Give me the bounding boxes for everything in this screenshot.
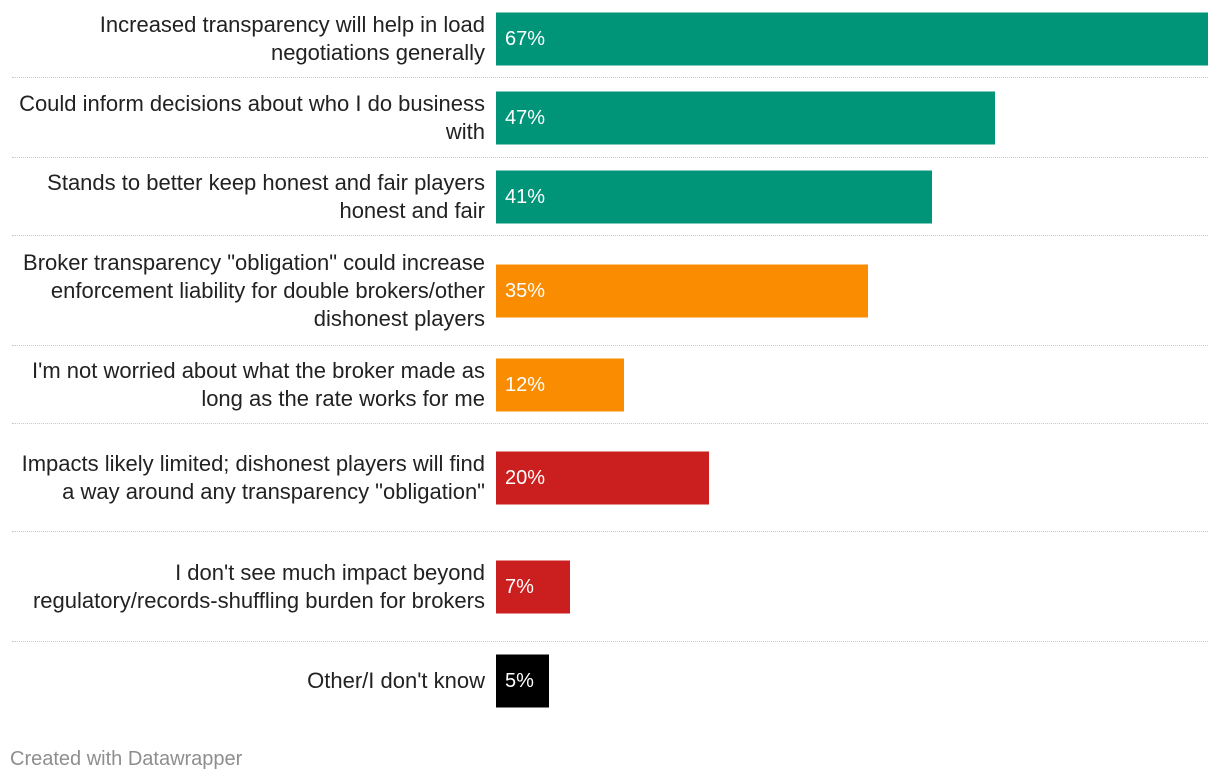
row-divider <box>12 641 1208 642</box>
bar: 35% <box>496 264 868 318</box>
bar: 41% <box>496 170 932 224</box>
bar-value-label: 47% <box>505 106 546 129</box>
chart-row: Broker transparency "obligation" could i… <box>12 236 1208 346</box>
category-label: Could inform decisions about who I do bu… <box>19 91 485 144</box>
bar: 47% <box>496 91 995 145</box>
chart-row: Other/I don't know 5% <box>12 642 1208 720</box>
row-divider <box>12 345 1208 346</box>
row-divider <box>12 157 1208 158</box>
category-label: Impacts likely limited; dishonest player… <box>21 451 485 504</box>
bar-value-label: 12% <box>505 373 546 396</box>
chart-row: Could inform decisions about who I do bu… <box>12 78 1208 158</box>
row-divider <box>12 531 1208 532</box>
bar: 12% <box>496 358 624 412</box>
category-label: Broker transparency "obligation" could i… <box>23 250 485 331</box>
category-label: Increased transparency will help in load… <box>99 12 485 65</box>
bar-value-label: 20% <box>505 466 546 489</box>
category-label: Other/I don't know <box>307 668 485 693</box>
row-divider <box>12 235 1208 236</box>
bar-chart: Increased transparency will help in load… <box>12 0 1208 720</box>
bar: 7% <box>496 560 570 614</box>
chart-row: I'm not worried about what the broker ma… <box>12 346 1208 424</box>
bar-value-label: 5% <box>505 669 534 692</box>
row-divider <box>12 77 1208 78</box>
chart-row: I don't see much impact beyond regulator… <box>12 532 1208 642</box>
chart-row: Impacts likely limited; dishonest player… <box>12 424 1208 532</box>
category-label: I'm not worried about what the broker ma… <box>32 358 485 411</box>
bar: 67% <box>496 12 1208 66</box>
credit-text: Created with Datawrapper <box>10 748 243 770</box>
chart-row: Stands to better keep honest and fair pl… <box>12 158 1208 236</box>
category-label: Stands to better keep honest and fair pl… <box>47 170 485 223</box>
category-label: I don't see much impact beyond regulator… <box>32 560 485 613</box>
bar-value-label: 35% <box>505 279 546 302</box>
bar: 5% <box>496 654 549 708</box>
bar-value-label: 41% <box>505 185 546 208</box>
bar-value-label: 7% <box>505 575 534 598</box>
bar: 20% <box>496 451 709 505</box>
row-divider <box>12 423 1208 424</box>
chart-row: Increased transparency will help in load… <box>12 0 1208 78</box>
bar-value-label: 67% <box>505 27 546 50</box>
